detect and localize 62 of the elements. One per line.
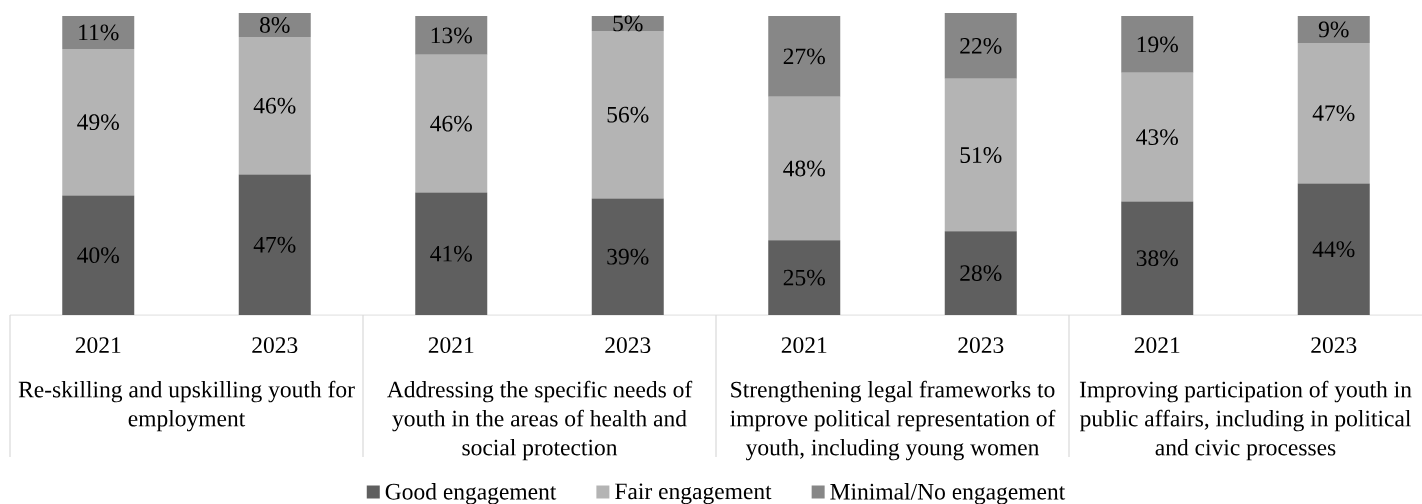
legend-label: Good engagement: [385, 483, 557, 504]
data-label: 40%: [77, 247, 119, 264]
bar: [238, 13, 311, 37]
data-label: 46%: [430, 115, 472, 132]
bar: [944, 231, 1017, 315]
x-tick-label: 2021: [75, 337, 121, 354]
x-tick-label: 2023: [605, 337, 651, 354]
x-tick-label: 2021: [1134, 337, 1180, 354]
data-label: 47%: [253, 236, 296, 253]
bar: [768, 240, 841, 315]
data-label: 27%: [783, 48, 825, 65]
data-label: 25%: [783, 269, 825, 286]
data-label: 5%: [613, 15, 643, 32]
data-label: 9%: [1318, 21, 1349, 38]
bar: [62, 195, 135, 315]
bar: [238, 174, 311, 315]
bar: [944, 13, 1017, 79]
x-tick-label: 2023: [1311, 337, 1357, 354]
bar: [1297, 15, 1370, 43]
data-label: 51%: [960, 147, 1002, 163]
bar: [415, 54, 488, 193]
legend-label: Fair engagement: [615, 483, 772, 504]
data-label: 43%: [1136, 129, 1178, 146]
data-label: 56%: [607, 106, 649, 123]
x-tick-label: 2023: [958, 337, 1004, 354]
x-tick-label: 2021: [428, 337, 474, 354]
bar: [768, 96, 841, 241]
bar: [768, 15, 841, 97]
data-label: 49%: [77, 114, 119, 131]
data-label: 38%: [1136, 250, 1178, 267]
text: Improving participation of youth in public affairs, including in political and civic processes: [1079, 380, 1412, 461]
bar: [591, 198, 664, 315]
data-label: 8%: [259, 17, 290, 33]
bar: [62, 48, 135, 196]
data-label: 47%: [1312, 105, 1355, 122]
data-label: 22%: [960, 37, 1002, 54]
data-label: 44%: [1312, 241, 1355, 258]
x-tick-label: 2023: [252, 337, 298, 354]
x-tick-label: 2021: [781, 337, 827, 354]
text: Strengthening legal frameworks to improve political representation of youth, including young women: [730, 380, 1056, 461]
bar: [1121, 201, 1194, 315]
bar: [1121, 15, 1194, 73]
legend-label: Minimal/No engagement: [830, 483, 1066, 504]
data-label: 13%: [431, 27, 472, 44]
data-label: 48%: [783, 160, 825, 177]
bar: [62, 15, 135, 49]
text: Re-skilling and upskilling youth for employment: [18, 380, 355, 432]
bar: [1121, 72, 1194, 202]
data-label: 46%: [253, 97, 296, 114]
text: Addressing the specific needs of youth in the areas of health and social protection: [387, 380, 693, 461]
bar: [415, 192, 488, 315]
data-label: 39%: [607, 248, 649, 265]
data-label: 11%: [79, 24, 119, 41]
bar: [944, 78, 1017, 232]
data-label: 19%: [1137, 36, 1178, 53]
data-label: 41%: [430, 245, 472, 262]
bar: [1297, 183, 1370, 315]
bar: [238, 36, 311, 175]
data-label: 28%: [960, 265, 1002, 282]
bar: [591, 30, 664, 199]
bar: [1297, 42, 1370, 184]
bar: [415, 15, 488, 55]
